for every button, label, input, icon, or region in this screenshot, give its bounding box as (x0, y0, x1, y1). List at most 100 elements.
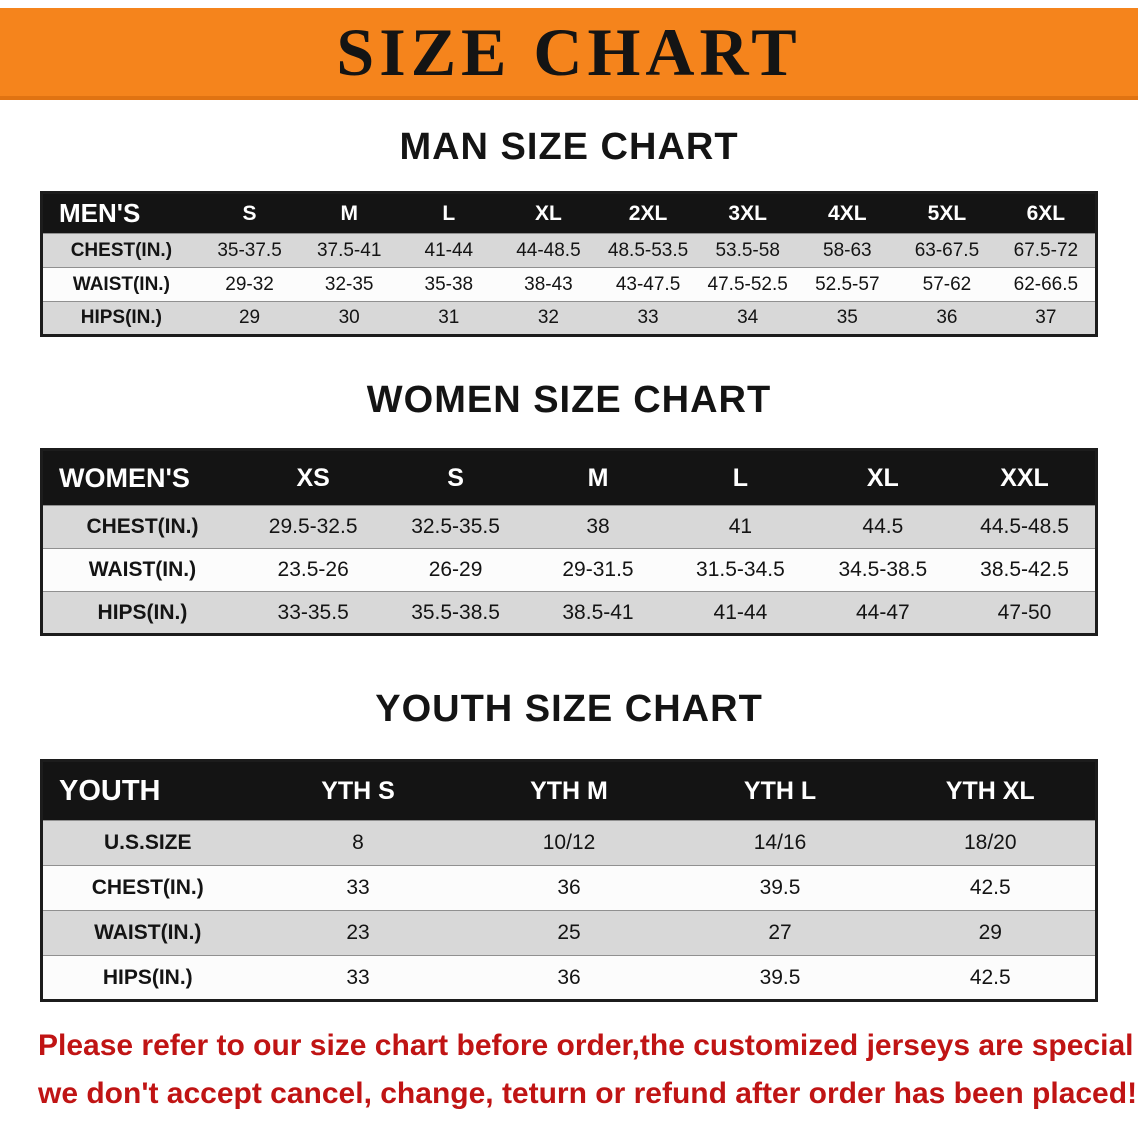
women-size-table: WOMEN'S XS S M L XL XXL CHEST(IN.) 29.5-32.5 32.5… (40, 448, 1098, 636)
size-value: 31.5-34.5 (696, 558, 785, 581)
size-column-header: XXL (954, 449, 1097, 506)
size-value: 44.5-48.5 (980, 515, 1069, 538)
size-value: 27 (768, 921, 792, 944)
table-row: HIPS(IN.) 33 36 39.5 42.5 (41, 955, 1097, 1001)
size-value: 31 (438, 307, 460, 328)
size-value: 23.5-26 (277, 558, 349, 581)
women-section: WOMEN SIZE CHART WOMEN'S XS S M L XL XXL CHEST(… (0, 379, 1138, 636)
table-corner-label: MEN'S (41, 192, 200, 234)
size-value: 38.5-42.5 (980, 558, 1069, 581)
measurement-label: HIPS(IN.) (102, 965, 193, 989)
measurement-label: WAIST(IN.) (88, 558, 197, 581)
table-row: WAIST(IN.) 23 25 27 29 (41, 910, 1097, 956)
size-value: 10/12 (542, 831, 596, 854)
table-header-row: MEN'S S M L XL 2XL 3XL 4XL 5XL 6XL (41, 192, 1097, 234)
size-value: 44-47 (855, 600, 910, 624)
size-column-header: 4XL (797, 192, 898, 234)
size-value: 25 (557, 921, 581, 944)
table-row: CHEST(IN.) 35-37.5 37.5-41 41-44 44-48.5 48.5… (41, 233, 1097, 268)
size-value: 41-44 (424, 239, 474, 261)
size-column-header: 5XL (897, 192, 997, 234)
size-value: 63-67.5 (914, 239, 980, 261)
size-value: 32-35 (324, 273, 374, 295)
size-value: 39.5 (759, 876, 801, 899)
size-value: 39.5 (759, 965, 801, 989)
size-value: 37 (1035, 307, 1057, 328)
size-value: 42.5 (969, 965, 1011, 989)
order-notice: Please refer to our size chart before or… (0, 1024, 1138, 1115)
size-value: 34.5-38.5 (838, 558, 928, 581)
size-value: 44.5 (862, 515, 904, 538)
table-row: CHEST(IN.) 29.5-32.5 32.5-35.5 38 41 44.5 44.5… (41, 505, 1097, 549)
size-column-header: YTH S (252, 760, 464, 821)
size-column-header: YTH M (463, 760, 675, 821)
table-row: CHEST(IN.) 33 36 39.5 42.5 (41, 865, 1097, 911)
size-value: 38.5-41 (562, 600, 634, 624)
size-value: 30 (338, 307, 360, 328)
size-column-header: S (384, 449, 527, 506)
measurement-label: WAIST(IN.) (72, 273, 170, 295)
size-value: 34 (737, 307, 759, 328)
size-value: 42.5 (969, 876, 1011, 899)
size-value: 23 (346, 921, 370, 944)
youth-size-table: YOUTH YTH S YTH M YTH L YTH XL U.S.SIZE 8 10/12… (40, 759, 1098, 1002)
size-value: 67.5-72 (1013, 239, 1079, 261)
size-value: 33 (346, 876, 370, 899)
table-corner-label: YOUTH (41, 760, 253, 821)
notice-line-2: we don't accept cancel, change, teturn o… (38, 1076, 1138, 1110)
size-value: 37.5-41 (316, 239, 382, 261)
size-value: 43-47.5 (615, 273, 681, 295)
size-column-header: XL (498, 192, 599, 234)
table-row: HIPS(IN.) 33-35.5 35.5-38.5 38.5-41 41-44 44-… (41, 591, 1097, 635)
table-row: U.S.SIZE 8 10/12 14/16 18/20 (41, 820, 1097, 866)
size-value: 18/20 (963, 831, 1017, 854)
size-value: 33-35.5 (277, 600, 349, 624)
size-value: 53.5-58 (715, 239, 780, 261)
size-column-header: M (526, 449, 670, 506)
size-value: 8 (352, 831, 364, 854)
table-header-row: YOUTH YTH S YTH M YTH L YTH XL (41, 760, 1097, 821)
size-column-header: 3XL (697, 192, 798, 234)
size-column-header: 6XL (996, 192, 1097, 234)
size-value: 52.5-57 (815, 273, 880, 295)
size-column-header: YTH L (674, 760, 886, 821)
size-value: 29 (978, 921, 1002, 944)
table-row: WAIST(IN.) 29-32 32-35 35-38 38-43 43-47.5 47.… (41, 267, 1097, 302)
size-value: 35-37.5 (217, 239, 282, 261)
size-column-header: XL (811, 449, 955, 506)
size-value: 38-43 (524, 273, 573, 295)
table-row: HIPS(IN.) 29 30 31 32 33 34 35 36 37 (41, 301, 1097, 336)
size-value: 26-29 (428, 558, 483, 581)
size-column-header: YTH XL (885, 760, 1097, 821)
women-section-heading: WOMEN SIZE CHART (366, 379, 772, 421)
size-value: 33 (637, 307, 659, 328)
size-column-header: L (669, 449, 812, 506)
size-value: 32.5-35.5 (411, 515, 500, 538)
size-value: 41 (728, 515, 753, 538)
size-value: 29.5-32.5 (268, 515, 358, 538)
table-corner-label: WOMEN'S (41, 449, 242, 506)
size-value: 48.5-53.5 (607, 239, 689, 261)
size-value: 36 (936, 307, 958, 328)
measurement-label: WAIST(IN.) (94, 921, 202, 944)
youth-section: YOUTH SIZE CHART YOUTH YTH S YTH M YTH L YTH… (0, 688, 1138, 1002)
size-column-header: S (199, 192, 300, 234)
measurement-label: CHEST(IN.) (70, 239, 173, 261)
size-column-header: M (299, 192, 399, 234)
size-value: 62-66.5 (1013, 273, 1079, 295)
size-value: 58-63 (823, 239, 872, 261)
measurement-label: HIPS(IN.) (97, 600, 188, 624)
youth-section-heading: YOUTH SIZE CHART (375, 688, 763, 730)
size-value: 38 (586, 515, 610, 538)
page-title: SIZE CHART (336, 13, 802, 90)
size-value: 36 (557, 965, 581, 989)
size-column-header: L (399, 192, 499, 234)
size-value: 35-38 (424, 273, 474, 295)
size-value: 14/16 (753, 831, 807, 854)
men-section-heading: MAN SIZE CHART (399, 126, 739, 168)
size-column-header: XS (241, 449, 385, 506)
size-value: 33 (346, 965, 370, 989)
size-value: 36 (557, 876, 581, 899)
size-value: 35 (836, 307, 858, 328)
